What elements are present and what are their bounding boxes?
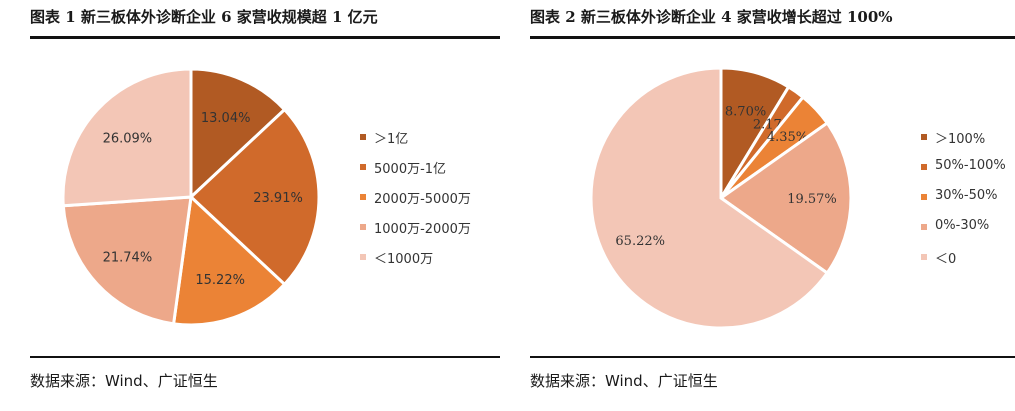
pie-slice	[718, 120, 853, 276]
legend-swatch	[921, 254, 927, 260]
bottom-rule	[530, 356, 1015, 358]
chart-panel-revenue-growth: 图表 2 新三板体外诊断企业 4 家营收增长超过 100% 8.70% 2.17%…	[508, 0, 1015, 411]
legend-label: 50%-100%	[935, 158, 1006, 173]
pie-chart-revenue-growth: 8.70%2.17%4.35%19.57%65.22%	[589, 66, 853, 330]
top-rule	[30, 36, 500, 39]
pie-slice	[61, 67, 193, 208]
legend-swatch	[360, 134, 366, 140]
legend-swatch	[921, 224, 927, 230]
pie-slice	[589, 66, 830, 330]
slice-data-label: 8.70%	[725, 104, 766, 119]
source-note: 数据来源：Wind、广证恒生	[30, 372, 218, 390]
legend-label: ＜1000万	[374, 252, 434, 267]
legend-swatch	[360, 224, 366, 230]
slice-data-label: 65.22%	[615, 234, 665, 249]
legend-swatch	[921, 194, 927, 200]
legend-label: 1000万-2000万	[374, 222, 471, 237]
slice-data-label: 15.22%	[195, 273, 245, 288]
chart-panel-revenue-scale: 图表 1 新三板体外诊断企业 6 家营收规模超 1 亿元 13.04% 23.91…	[0, 0, 507, 411]
legend-label: 2000万-5000万	[374, 192, 471, 207]
slice-data-label: 23.91%	[253, 191, 303, 206]
pie-slice	[189, 67, 287, 201]
legend-swatch	[360, 164, 366, 170]
slice-data-label: 26.09%	[103, 132, 153, 147]
legend-swatch	[921, 134, 927, 140]
legend-label: 0%-30%	[935, 218, 990, 233]
slice-data-label: 13.04%	[201, 111, 251, 126]
legend-label: 30%-50%	[935, 188, 998, 203]
slice-data-label: 4.35%	[767, 130, 808, 145]
slice-data-label: 19.57%	[787, 192, 837, 207]
pie-slice	[171, 193, 287, 327]
slice-data-label: 21.74%	[103, 250, 153, 265]
legend-swatch	[360, 254, 366, 260]
chart-title: 图表 1 新三板体外诊断企业 6 家营收规模超 1 亿元	[30, 8, 378, 26]
chart-title: 图表 2 新三板体外诊断企业 4 家营收增长超过 100%	[530, 8, 893, 26]
bottom-rule	[30, 356, 500, 358]
source-note: 数据来源：Wind、广证恒生	[530, 372, 718, 390]
pie-chart-revenue-scale: 13.04% 23.91% 15.22% 21.74% 26.09%	[61, 67, 321, 327]
legend-label: ＜0	[935, 252, 957, 267]
legend-label: ＞100%	[935, 132, 986, 147]
pie-slice	[61, 195, 193, 326]
legend-swatch	[360, 194, 366, 200]
legend-label: ＞1亿	[374, 132, 409, 147]
legend-label: 5000万-1亿	[374, 162, 447, 177]
pie-slice	[188, 107, 321, 287]
top-rule	[530, 36, 1015, 39]
legend-swatch	[921, 164, 927, 170]
